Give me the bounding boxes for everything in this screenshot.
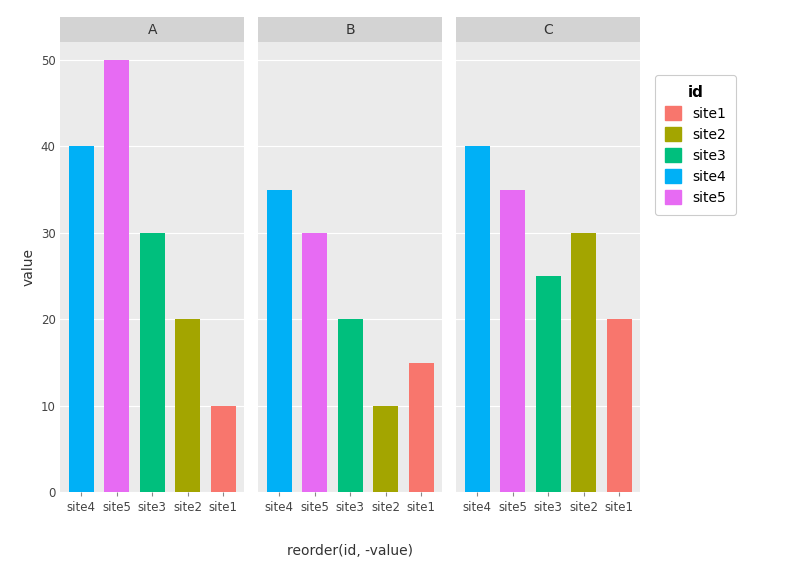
Bar	[175, 319, 200, 492]
Text: B: B	[345, 23, 355, 37]
Bar	[140, 233, 164, 492]
Bar	[104, 60, 129, 492]
Bar	[68, 146, 93, 492]
Bar	[607, 319, 632, 492]
Bar	[464, 146, 489, 492]
Bar	[536, 276, 560, 492]
Bar	[374, 406, 398, 492]
Y-axis label: value: value	[21, 248, 35, 286]
Bar	[572, 233, 597, 492]
Bar	[266, 190, 291, 492]
Bar	[302, 233, 327, 492]
Bar	[211, 406, 236, 492]
Bar	[409, 363, 434, 492]
Legend: site1, site2, site3, site4, site5: site1, site2, site3, site4, site5	[655, 75, 736, 215]
Text: reorder(id, -value): reorder(id, -value)	[287, 543, 413, 558]
Text: C: C	[543, 23, 553, 37]
Bar	[500, 190, 525, 492]
Bar	[338, 319, 362, 492]
Text: A: A	[147, 23, 157, 37]
